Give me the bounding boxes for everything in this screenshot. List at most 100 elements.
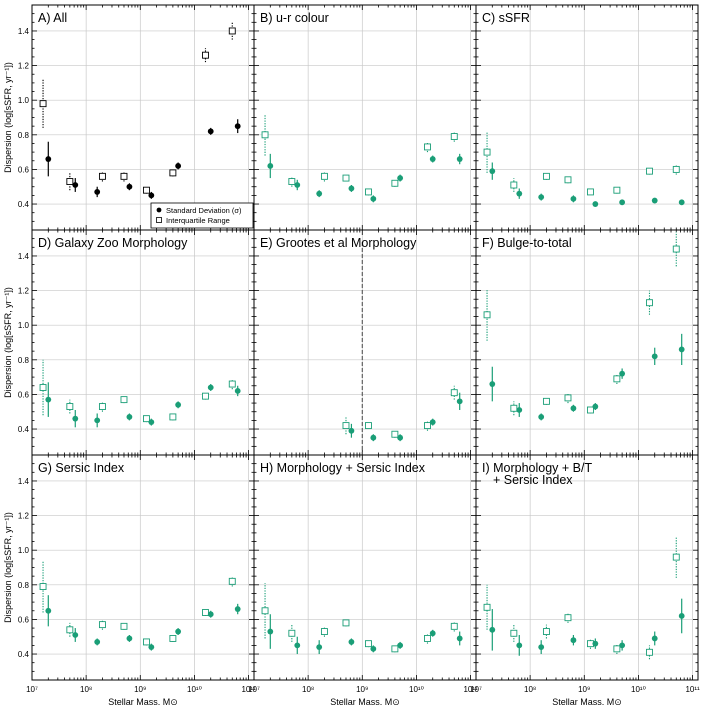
grid-lines xyxy=(32,455,254,680)
iqr-point xyxy=(98,621,106,629)
tick-marks xyxy=(475,455,698,680)
legend: Standard Deviation (σ)Interquartile Rang… xyxy=(150,202,254,229)
x-axis-label: Stellar Mass, M⊙ xyxy=(330,697,400,705)
iqr-point xyxy=(391,645,399,653)
iqr-point xyxy=(646,299,653,307)
iqr-point xyxy=(39,100,47,108)
panel-frame xyxy=(475,4,699,231)
sd-point xyxy=(397,642,404,649)
y-tick-label: 1.2 xyxy=(18,287,30,296)
iqr-point xyxy=(288,629,296,637)
iqr-point xyxy=(450,133,458,140)
sd-point xyxy=(570,637,577,644)
iqr-point xyxy=(228,27,236,35)
iqr-point xyxy=(342,174,350,182)
iqr-point xyxy=(261,607,269,615)
iqr-point xyxy=(202,51,209,59)
iqr-point xyxy=(66,626,74,634)
y-tick-label: 1.4 xyxy=(18,27,30,36)
y-axis-label: Dispersion (log[sSFR, yr⁻¹]) xyxy=(3,287,13,398)
iqr-point xyxy=(365,188,372,196)
iqr-point xyxy=(320,628,328,635)
iqr-point xyxy=(391,430,399,438)
sd-point xyxy=(456,398,463,405)
panel-frame xyxy=(475,229,699,456)
panel-I: I) Morphology + B/T+ Sersic Index 10⁷ 10⁸ 1… xyxy=(470,454,700,705)
sd-point xyxy=(619,370,626,377)
iqr-point xyxy=(320,172,328,180)
sd-point xyxy=(207,611,214,618)
iqr-point xyxy=(98,172,106,180)
x-tick-label: 10⁷ xyxy=(26,685,38,694)
sd-point xyxy=(148,192,155,199)
sd-point xyxy=(538,414,545,420)
tick-marks xyxy=(475,5,698,230)
iqr-point xyxy=(288,178,296,185)
iqr-point xyxy=(672,245,680,253)
sd-point xyxy=(370,195,377,202)
panel-G: G) Sersic Index 0.4 0.6 0.8 1.0 1.2 1.4 Dispers… xyxy=(3,454,256,705)
iqr-point xyxy=(261,131,269,139)
sd-point xyxy=(651,353,658,360)
y-tick-label: 1.4 xyxy=(18,252,30,261)
panel-title: I) Morphology + B/T xyxy=(482,461,592,475)
iqr-point xyxy=(542,172,550,180)
panel-F: F) Bulge-to-total xyxy=(475,229,699,456)
y-tick-label: 1.2 xyxy=(18,512,30,521)
iqr-point xyxy=(587,406,594,414)
sd-point xyxy=(678,199,685,206)
iqr-point xyxy=(391,179,399,187)
iqr-point xyxy=(646,648,653,656)
y-tick-label: 1.0 xyxy=(18,321,30,330)
sd-point xyxy=(348,427,355,434)
y-tick-label: 0.6 xyxy=(18,390,30,399)
iqr-point xyxy=(510,629,518,637)
sd-point xyxy=(592,640,599,647)
iqr-point xyxy=(587,188,594,196)
sd-point xyxy=(294,642,301,649)
x-tick-label: 10¹⁰ xyxy=(631,685,646,694)
grid-lines xyxy=(254,230,476,455)
panel-title-line2: + Sersic Index xyxy=(493,473,573,487)
panel-frame xyxy=(253,4,477,231)
panel-C: C) sSFR xyxy=(475,4,699,231)
panel-frame xyxy=(31,4,255,231)
tick-marks xyxy=(253,230,476,455)
sd-point xyxy=(397,434,404,441)
iqr-point xyxy=(342,619,350,627)
y-tick-label: 0.6 xyxy=(18,615,30,624)
panel-frame xyxy=(31,229,255,456)
y-tick-label: 0.8 xyxy=(18,581,30,590)
x-tick-label: 10¹¹ xyxy=(463,685,478,694)
sd-point xyxy=(429,156,436,162)
sd-point xyxy=(94,639,101,645)
sd-point xyxy=(94,189,101,195)
panel-title: H) Morphology + Sersic Index xyxy=(260,461,426,475)
sd-point xyxy=(175,163,182,169)
iqr-point xyxy=(120,622,128,630)
iqr-point xyxy=(342,422,350,430)
iqr-point xyxy=(542,397,550,405)
iqr-point xyxy=(143,638,150,646)
iqr-point xyxy=(613,375,621,383)
legend-box xyxy=(150,202,254,229)
grid-lines xyxy=(254,5,476,230)
sd-point xyxy=(651,197,658,204)
panel-frame xyxy=(475,454,699,681)
x-axis-label: Stellar Mass, M⊙ xyxy=(108,697,178,705)
x-tick-label: 10¹⁰ xyxy=(187,685,202,694)
x-tick-label: 10⁹ xyxy=(134,685,146,694)
sd-point xyxy=(267,628,274,635)
iqr-point xyxy=(542,628,550,635)
iqr-point xyxy=(228,577,236,585)
sd-point xyxy=(175,401,182,408)
panel-title: D) Galaxy Zoo Morphology xyxy=(38,236,188,250)
iqr-point xyxy=(169,635,177,642)
y-tick-label: 0.8 xyxy=(18,131,30,140)
tick-marks xyxy=(31,5,254,230)
sd-point xyxy=(72,632,79,638)
y-tick-label: 1.0 xyxy=(18,546,30,555)
iqr-point xyxy=(564,614,572,622)
sd-point xyxy=(148,419,155,426)
sd-point xyxy=(489,381,496,387)
